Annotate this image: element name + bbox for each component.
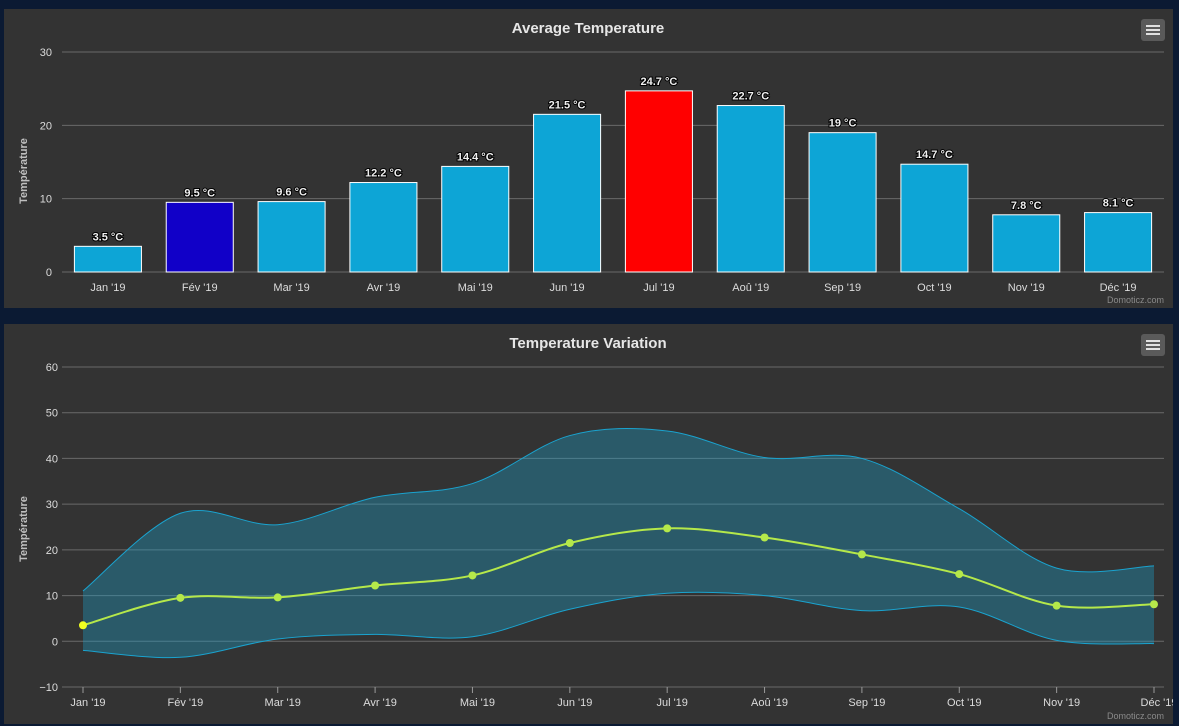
average-point bbox=[176, 593, 185, 602]
x-tick-label: Jun '19 bbox=[557, 697, 592, 709]
x-tick-label: Oct '19 bbox=[947, 697, 982, 709]
y-tick-label: 30 bbox=[40, 47, 52, 59]
chart-credit[interactable]: Domoticz.com bbox=[1107, 711, 1164, 721]
data-label: 24.7 °C bbox=[641, 76, 678, 88]
data-label: 8.1 °C bbox=[1103, 198, 1134, 210]
bar bbox=[257, 201, 326, 273]
bar bbox=[900, 163, 969, 273]
average-point bbox=[1150, 600, 1158, 609]
x-tick-label: Avr '19 bbox=[363, 697, 397, 709]
average-point bbox=[371, 581, 380, 590]
y-tick-label: 40 bbox=[46, 453, 58, 465]
average-point bbox=[468, 571, 477, 580]
range-low-line bbox=[82, 591, 1155, 659]
x-tick-label: Oct '19 bbox=[917, 282, 952, 294]
average-point bbox=[663, 524, 672, 533]
bar bbox=[716, 105, 785, 273]
y-axis-label: Température bbox=[18, 138, 30, 204]
average-point bbox=[857, 550, 866, 559]
y-tick-label: 60 bbox=[46, 362, 58, 374]
chart-title: Temperature Variation bbox=[509, 335, 666, 352]
average-point bbox=[79, 621, 87, 630]
x-tick-label: Mar '19 bbox=[265, 697, 301, 709]
x-tick-label: Fév '19 bbox=[182, 282, 218, 294]
x-tick-label: Avr '19 bbox=[367, 282, 401, 294]
average-point bbox=[760, 533, 769, 542]
temperature-variation-chart-panel: Temperature Variation Température Domoti… bbox=[4, 324, 1173, 724]
bar bbox=[1084, 212, 1153, 273]
chart-credit[interactable]: Domoticz.com bbox=[1107, 295, 1164, 305]
y-tick-label: 30 bbox=[46, 499, 58, 511]
average-point bbox=[955, 570, 964, 579]
data-label: 19 °C bbox=[829, 118, 857, 130]
y-axis-label: Température bbox=[18, 496, 30, 562]
average-line bbox=[82, 527, 1155, 627]
data-label: 14.7 °C bbox=[916, 149, 953, 161]
x-tick-label: Aoû '19 bbox=[732, 282, 769, 294]
x-tick-label: Mai '19 bbox=[458, 282, 493, 294]
x-tick-label: Déc '19 bbox=[1100, 282, 1137, 294]
chart-menu-button[interactable] bbox=[1141, 19, 1165, 41]
y-tick-label: 20 bbox=[46, 545, 58, 557]
temperature-variation-chart: Temperature Variation Température Domoti… bbox=[18, 335, 1173, 721]
average-point bbox=[1052, 601, 1061, 610]
x-tick-label: Aoû '19 bbox=[751, 697, 788, 709]
data-label: 9.5 °C bbox=[184, 187, 215, 199]
bar bbox=[165, 201, 234, 273]
x-tick-label: Jan '19 bbox=[70, 697, 105, 709]
x-tick-label: Sep '19 bbox=[848, 697, 885, 709]
y-tick-label: 10 bbox=[40, 194, 52, 206]
y-tick-label: 0 bbox=[52, 636, 58, 648]
chart-menu-button[interactable] bbox=[1141, 334, 1165, 356]
y-tick-label: 10 bbox=[46, 591, 58, 603]
y-tick-label: 50 bbox=[46, 408, 58, 420]
bar bbox=[73, 245, 142, 273]
data-label: 21.5 °C bbox=[549, 99, 586, 111]
bar bbox=[992, 214, 1061, 273]
data-label: 12.2 °C bbox=[365, 168, 402, 180]
range-high-line bbox=[82, 428, 1155, 592]
x-tick-label: Nov '19 bbox=[1008, 282, 1045, 294]
x-tick-label: Mar '19 bbox=[273, 282, 309, 294]
x-tick-label: Mai '19 bbox=[460, 697, 495, 709]
bar bbox=[624, 90, 693, 273]
x-tick-label: Jun '19 bbox=[550, 282, 585, 294]
bar bbox=[349, 182, 418, 273]
average-point bbox=[273, 593, 282, 602]
x-tick-label: Jul '19 bbox=[643, 282, 674, 294]
temperature-range-area bbox=[83, 428, 1154, 658]
x-tick-label: Déc '19 bbox=[1141, 697, 1173, 709]
data-label: 7.8 °C bbox=[1011, 200, 1042, 212]
data-label: 14.4 °C bbox=[457, 151, 494, 163]
bar bbox=[808, 132, 877, 273]
bar bbox=[441, 165, 510, 273]
x-tick-label: Sep '19 bbox=[824, 282, 861, 294]
plot-area: −10 0 10 20 30 40 50 60 Jan '19 Fév '19 Mar '19 Avr… bbox=[39, 362, 1173, 709]
chart-title: Average Temperature bbox=[512, 20, 665, 37]
data-label: 9.6 °C bbox=[276, 187, 307, 199]
x-tick-label: Nov '19 bbox=[1043, 697, 1080, 709]
data-label: 22.7 °C bbox=[732, 91, 769, 103]
average-temperature-chart: Average Temperature Température Domoticz… bbox=[18, 20, 1164, 305]
average-point bbox=[565, 539, 574, 547]
bar bbox=[533, 113, 602, 273]
data-label: 3.5 °C bbox=[93, 231, 124, 243]
average-temperature-chart-panel: Average Temperature Température Domoticz… bbox=[4, 9, 1173, 308]
x-tick-label: Fév '19 bbox=[167, 697, 203, 709]
plot-area: 0 10 20 30 3.5 °C Jan '19 9.5 °C Fév '19 9.6 °C M… bbox=[40, 47, 1164, 294]
y-tick-label: 20 bbox=[40, 120, 52, 132]
x-tick-label: Jan '19 bbox=[90, 282, 125, 294]
y-tick-label: −10 bbox=[39, 682, 58, 694]
x-tick-label: Jul '19 bbox=[656, 697, 687, 709]
y-tick-label: 0 bbox=[46, 267, 52, 279]
